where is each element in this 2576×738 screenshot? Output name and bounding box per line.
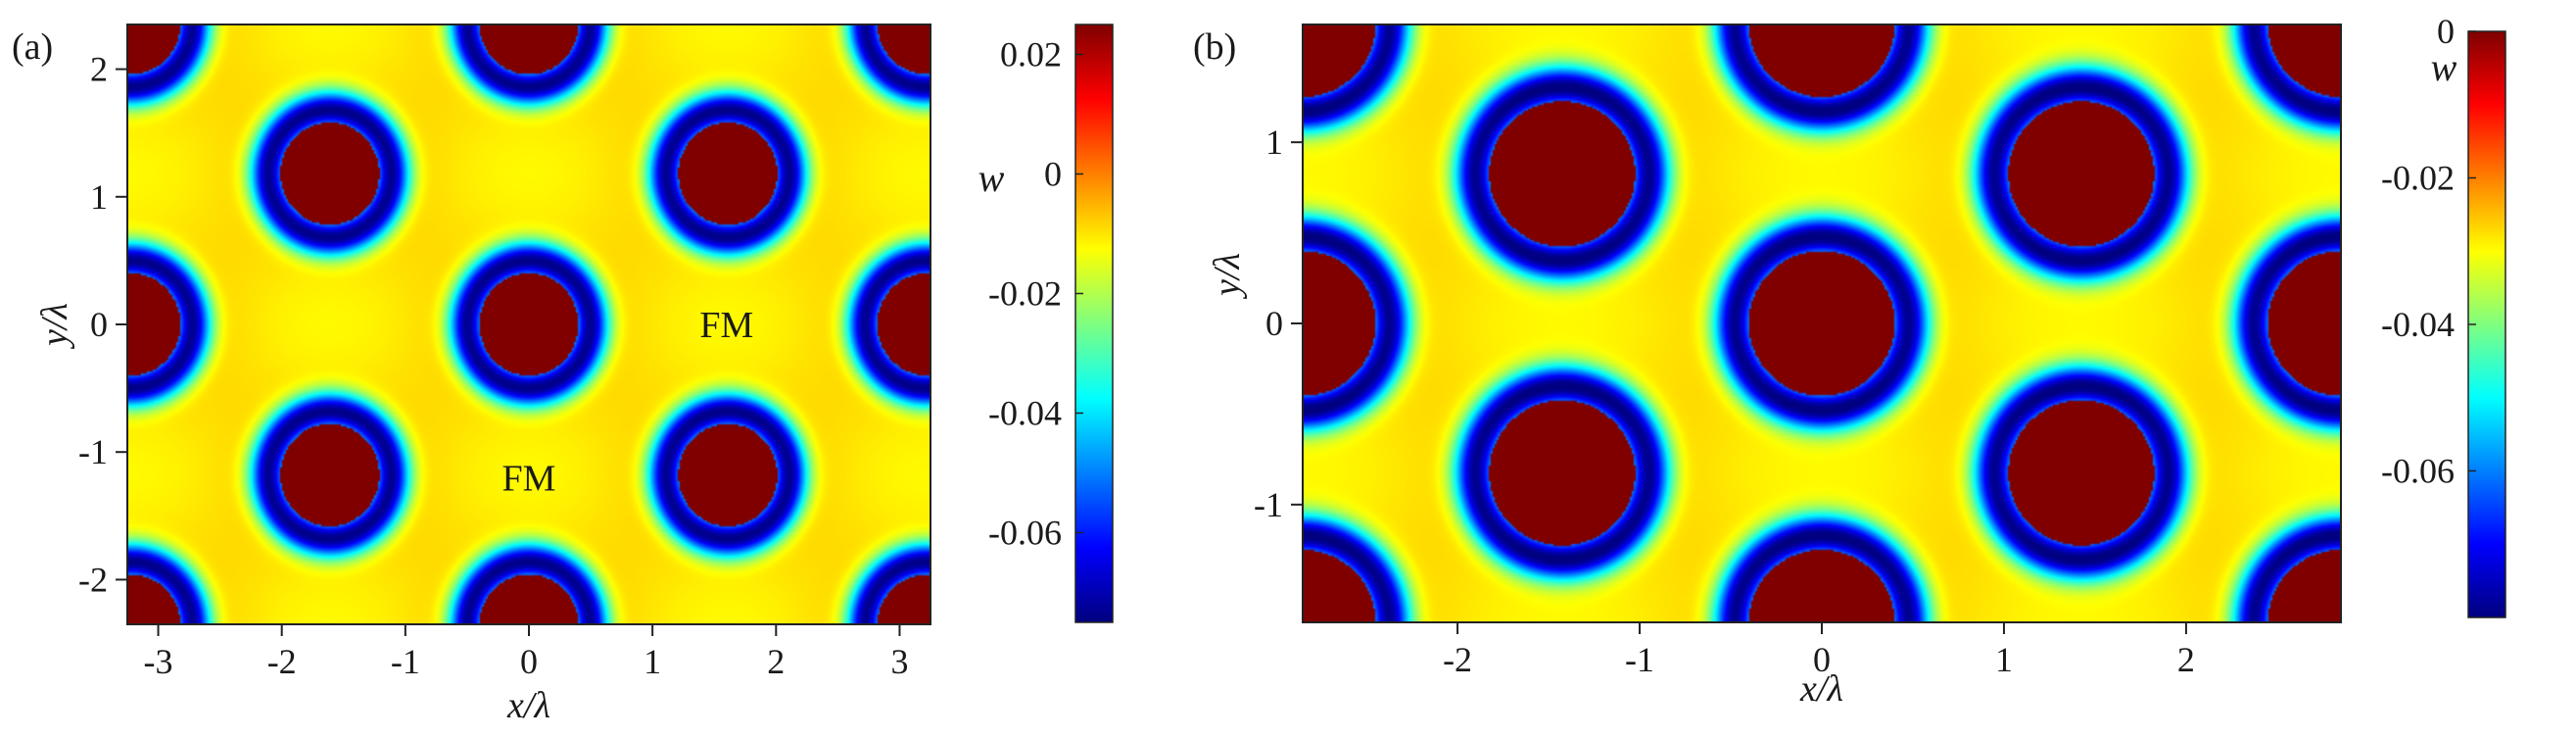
panel-b-xtick-label: 2 (2177, 640, 2195, 679)
panel-a-colorbar-tick-label: -0.04 (988, 394, 1062, 433)
panel-b-colorbar: 0 -0.02 -0.04 -0.06 w (2381, 12, 2506, 618)
panel-a-colorbar-tick-label: -0.02 (988, 274, 1062, 314)
panel-a-ytick-label: 0 (90, 305, 108, 344)
panel-b-colorbar-tick-label: -0.06 (2381, 452, 2455, 491)
panel-b-colorbar-title: w (2431, 45, 2457, 89)
panel-b-xtick-label: -2 (1443, 640, 1472, 679)
panel-a-ticks: -3 -2 -1 0 1 2 3 -2 -1 0 1 2 (78, 50, 908, 681)
panel-a-ytick-label: 2 (90, 50, 108, 89)
panel-b-ylabel: y/λ (1207, 253, 1248, 300)
panel-a-ytick-label: -1 (78, 432, 108, 471)
panel-a-label: (a) (12, 26, 53, 68)
panel-b-xlabel: x/λ (1799, 668, 1843, 710)
panel-a-colorbar: 0.02 0 -0.02 -0.04 -0.06 w (978, 24, 1114, 623)
panel-b-ytick-label: 0 (1265, 304, 1283, 343)
panel-b-ytick-label: -1 (1254, 485, 1283, 524)
panel-a-ytick-label: -2 (78, 560, 108, 599)
panel-b-heatmap (1303, 25, 2341, 622)
panel-a-colorbar-ticks: 0.02 0 -0.02 -0.04 -0.06 (988, 35, 1083, 553)
panel-b-colorbar-ticks: 0 -0.02 -0.04 -0.06 (2381, 12, 2476, 491)
panel-b-colorbar-tick-label: -0.04 (2381, 305, 2455, 344)
panel-a-xtick-label: 1 (644, 642, 661, 681)
panel-a-xtick-label: -1 (391, 642, 420, 681)
panel-a-colorbar-tick-label: 0.02 (1000, 35, 1062, 74)
panel-b-colorbar-tick-label: -0.02 (2381, 159, 2455, 198)
panel-a-ylabel: y/λ (34, 303, 75, 350)
panel-a-annotation-1: FM (699, 305, 753, 346)
panel-a-xtick-label: -2 (267, 642, 297, 681)
panel-a: (a) -3 -2 -1 0 1 2 3 -2 -1 0 1 2 FM FM x/λ y/λ 0.02… (12, 24, 1114, 726)
panel-a-ytick-label: 1 (90, 177, 108, 217)
panel-a-annotation-2: FM (502, 458, 556, 499)
panel-b-xtick-label: 0 (1813, 640, 1831, 679)
panel-a-xtick-label: 3 (890, 642, 908, 681)
panel-a-colorbar-tick-label: -0.06 (988, 514, 1062, 553)
panel-b-xtick-label: 1 (1995, 640, 2013, 679)
panel-a-colorbar-gradient (1074, 24, 1114, 623)
panel-a-colorbar-title: w (978, 156, 1005, 200)
panel-b: (b) -2 -1 0 1 2 -1 0 1 x/λ y/λ 0 -0.02 -0.04 -0.06… (1193, 12, 2506, 710)
panel-b-ticks: -2 -1 0 1 2 -1 0 1 (1254, 123, 2195, 679)
panel-a-xtick-label: -3 (144, 642, 173, 681)
panel-b-xtick-label: -1 (1625, 640, 1654, 679)
panel-b-label: (b) (1193, 26, 1236, 68)
panel-a-heatmap (127, 25, 930, 624)
panel-b-colorbar-tick-label: 0 (2437, 12, 2455, 51)
panel-a-xtick-label: 0 (520, 642, 538, 681)
panel-a-xtick-label: 2 (767, 642, 785, 681)
panel-b-ytick-label: 1 (1265, 123, 1283, 162)
panel-a-colorbar-tick-label: 0 (1044, 155, 1062, 194)
panel-a-xlabel: x/λ (506, 685, 550, 726)
